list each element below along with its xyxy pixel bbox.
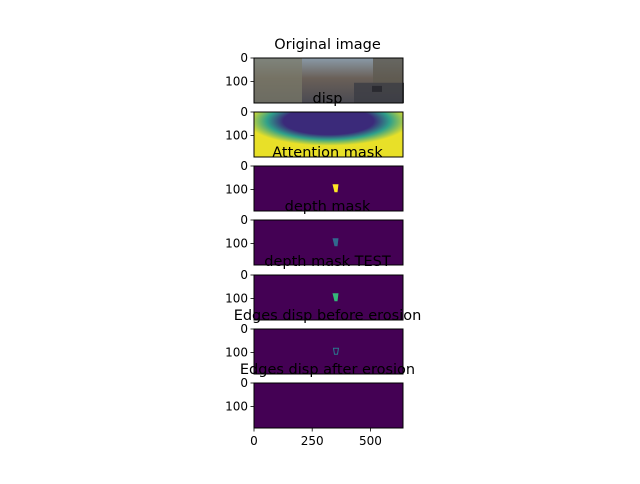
y-tick-label: 100 — [225, 128, 248, 142]
subplot-4: 0 100 depth mask TEST — [225, 254, 404, 321]
x-tick-label: 0 — [250, 434, 258, 448]
mask-image-background — [254, 383, 403, 428]
photo-car — [372, 85, 382, 92]
axes-frame — [253, 111, 404, 158]
disparity-image — [254, 112, 403, 157]
subplot-5: 0 100 Edges disp before erosion — [225, 308, 422, 375]
mask-blob — [332, 238, 339, 247]
subplot-title: Attention mask — [272, 145, 383, 161]
y-tick-label: 0 — [240, 213, 248, 227]
axes-frame — [253, 219, 404, 266]
x-tick-label: 250 — [301, 434, 324, 448]
subplot-title: depth mask TEST — [264, 254, 391, 270]
y-tick-label: 0 — [240, 51, 248, 65]
subplot-title: Edges disp before erosion — [234, 308, 422, 324]
axes-frame — [253, 382, 404, 429]
axes-frame — [253, 57, 404, 104]
subplot-1: 0 100 disp — [225, 91, 404, 158]
mask-image-background — [254, 275, 403, 320]
y-tick-label: 100 — [225, 345, 248, 359]
mask-blob — [332, 293, 339, 302]
subplot-title: disp — [313, 91, 343, 107]
y-tick-label: 100 — [225, 236, 248, 250]
axes-frame — [253, 274, 404, 321]
y-tick-label: 0 — [240, 105, 248, 119]
x-tick-label: 500 — [359, 434, 382, 448]
axes-frame — [253, 165, 404, 212]
subplot-2: 0 100 Attention mask — [225, 145, 404, 212]
mask-image-background — [254, 166, 403, 211]
mask-image-background — [254, 220, 403, 265]
y-tick-label: 100 — [225, 74, 248, 88]
subplot-title: Edges disp after erosion — [240, 362, 415, 378]
y-tick-label: 100 — [225, 291, 248, 305]
subplot-title: Original image — [274, 37, 381, 53]
y-tick-label: 100 — [225, 399, 248, 413]
y-tick-label: 0 — [240, 159, 248, 173]
y-tick-label: 100 — [225, 182, 248, 196]
subplot-0: 0 100 Original image — [225, 37, 404, 104]
axes-frame — [253, 328, 404, 375]
y-tick-label: 0 — [240, 322, 248, 336]
mask-edge-outline — [332, 347, 340, 355]
photo-building-left — [254, 58, 302, 103]
y-tick-label: 0 — [240, 376, 248, 390]
subplot-3: 0 100 depth mask — [225, 199, 404, 266]
photo-road — [354, 82, 404, 103]
y-tick-label: 0 — [240, 268, 248, 282]
subplot-title: depth mask — [285, 199, 371, 215]
mask-image-background — [254, 329, 403, 374]
subplot-6: 0 100 0 250 500 Edges disp after erosion — [225, 362, 415, 448]
mask-blob — [332, 184, 339, 193]
